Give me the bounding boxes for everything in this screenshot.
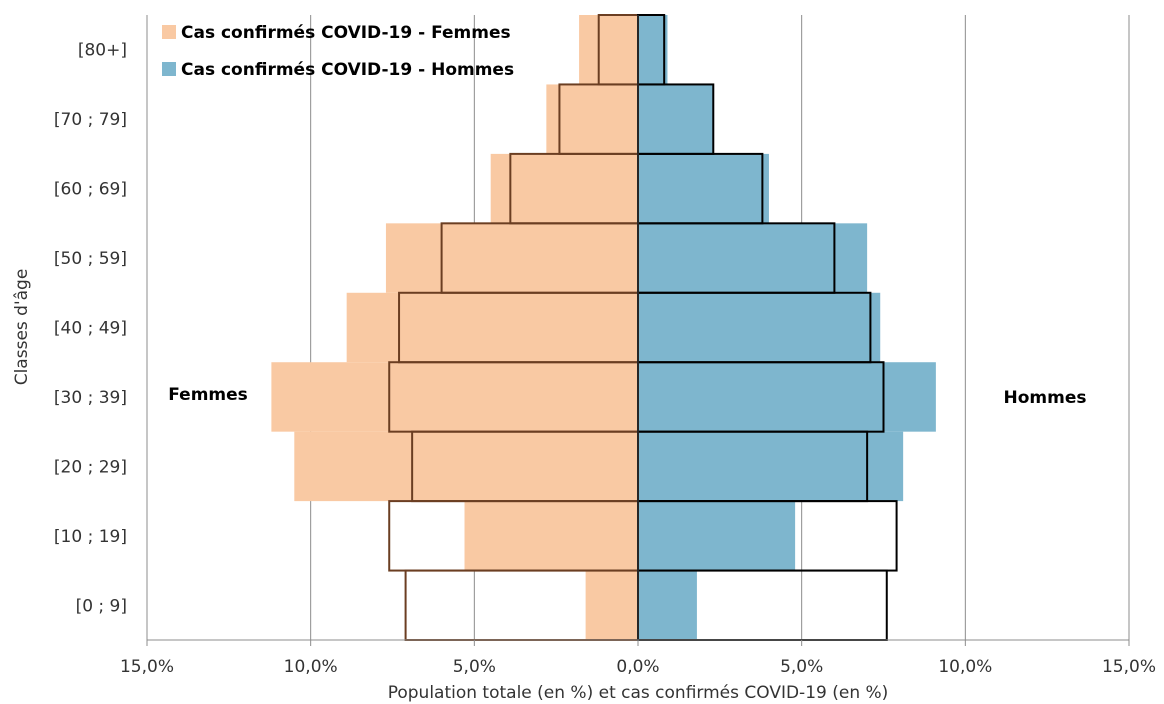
covid-case-bars: [271, 15, 936, 640]
legend: Cas confirmés COVID-19 - Femmes Cas conf…: [162, 23, 514, 80]
case-bar-femmes: [294, 431, 638, 502]
y-tick-label: [40 ; 49]: [54, 319, 127, 339]
case-bar-hommes: [638, 501, 796, 571]
legend-swatch-hommes: [162, 62, 176, 76]
x-tick-labels: 15,0% 10,0% 5,0% 0,0% 5,0% 10,0% 15,0%: [120, 657, 1156, 677]
case-bar-femmes: [464, 501, 638, 571]
x-tick-label: 5,0%: [780, 657, 823, 677]
case-bar-hommes: [638, 431, 904, 502]
x-tick-label: 10,0%: [938, 657, 992, 677]
case-bar-femmes: [546, 84, 638, 154]
y-tick-label: [50 ; 59]: [54, 249, 127, 269]
x-tick-label: 0,0%: [616, 657, 659, 677]
case-bar-hommes: [638, 223, 868, 293]
y-tick-label: [0 ; 9]: [76, 596, 127, 616]
axes: [146, 15, 1130, 646]
x-tick-label: 5,0%: [453, 657, 496, 677]
x-tick-label: 15,0%: [120, 657, 174, 677]
x-axis-title: Population totale (en %) et cas confirmé…: [388, 683, 889, 703]
case-bar-hommes: [638, 15, 668, 85]
case-bar-femmes: [585, 570, 638, 640]
y-tick-label: [10 ; 19]: [54, 527, 127, 547]
legend-swatch-femmes: [162, 25, 176, 39]
x-tick-label: 10,0%: [284, 657, 338, 677]
case-bar-femmes: [579, 15, 638, 85]
y-tick-label: [30 ; 39]: [54, 388, 127, 408]
x-tick-label: 15,0%: [1102, 657, 1156, 677]
y-tick-label: [80+]: [78, 41, 127, 61]
case-bar-hommes: [638, 362, 936, 432]
y-tick-labels: [0 ; 9] [10 ; 19] [20 ; 29] [30 ; 39] [40 ; …: [54, 41, 127, 617]
case-bar-hommes: [638, 153, 769, 224]
y-axis-title: Classes d'âge: [12, 269, 32, 386]
case-bar-hommes: [638, 292, 881, 363]
case-bar-hommes: [638, 570, 697, 640]
case-bar-hommes: [638, 84, 714, 154]
case-bar-femmes: [271, 362, 638, 432]
legend-label-femmes: Cas confirmés COVID-19 - Femmes: [181, 23, 511, 43]
case-bar-femmes: [346, 292, 638, 363]
case-bar-femmes: [490, 153, 638, 224]
case-bar-femmes: [385, 223, 638, 293]
y-tick-label: [20 ; 29]: [54, 457, 127, 477]
y-tick-label: [70 ; 79]: [54, 110, 127, 130]
legend-label-hommes: Cas confirmés COVID-19 - Hommes: [181, 60, 514, 80]
side-label-hommes: Hommes: [1004, 388, 1087, 408]
side-label-femmes: Femmes: [168, 385, 248, 405]
y-tick-label: [60 ; 69]: [54, 180, 127, 200]
